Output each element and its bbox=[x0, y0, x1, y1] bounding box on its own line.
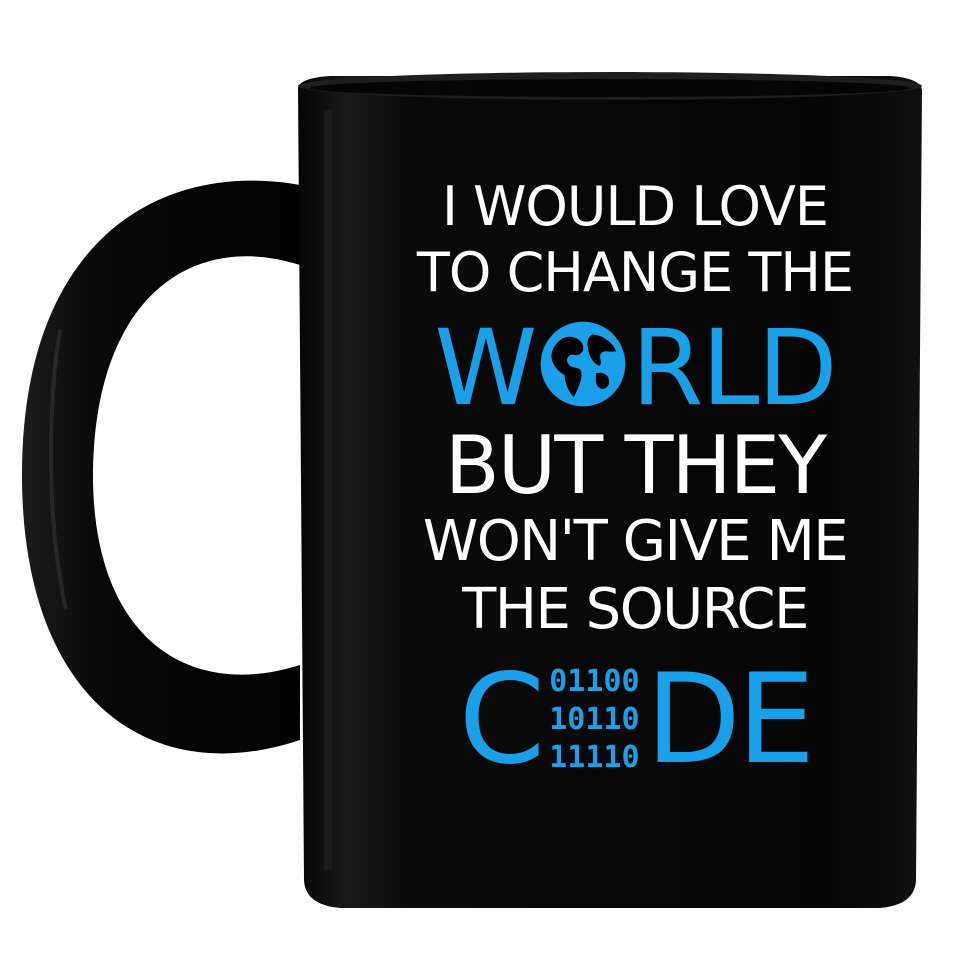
world-prefix: W bbox=[434, 307, 537, 429]
mug-body bbox=[298, 72, 922, 908]
globe-icon bbox=[540, 321, 626, 407]
code-prefix: C bbox=[458, 648, 546, 792]
quote-line-4: BUT THEY bbox=[444, 419, 827, 512]
binary-row-3: 11110 bbox=[549, 740, 640, 775]
mug-print-text: I WOULD LOVE TO CHANGE THE W RLD BUT THE… bbox=[380, 180, 890, 784]
quote-world: W RLD bbox=[380, 316, 890, 424]
binary-row-1: 01100 bbox=[549, 664, 640, 699]
binary-block: 01100 10110 11110 bbox=[549, 663, 639, 777]
world-suffix: RLD bbox=[631, 307, 837, 429]
quote-line-2: TO CHANGE THE bbox=[416, 241, 854, 304]
quote-line-5: WON'T GIVE ME bbox=[422, 509, 849, 574]
quote-line-6: THE SOURCE bbox=[462, 577, 809, 642]
binary-row-2: 10110 bbox=[549, 702, 640, 737]
quote-code: C 01100 10110 11110 DE bbox=[380, 656, 890, 784]
quote-line-1: I WOULD LOVE bbox=[441, 175, 829, 238]
code-suffix: DE bbox=[645, 648, 816, 792]
mug-handle bbox=[21, 180, 300, 754]
